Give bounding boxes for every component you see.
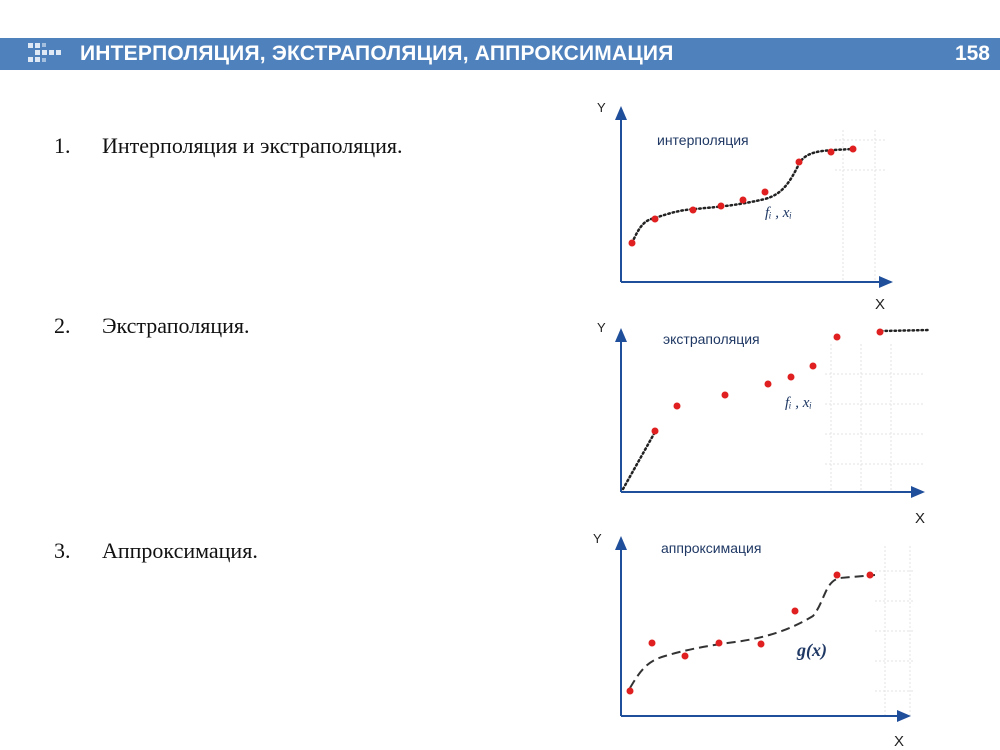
grid-lines [825,344,925,492]
points-label: fᵢ , xᵢ [785,395,812,411]
y-axis-label: Y [597,320,606,335]
data-point [721,391,729,399]
data-point [791,607,799,615]
data-point [689,206,697,214]
grid-lines [875,546,915,716]
list-item-text: Аппроксимация. [102,538,258,563]
data-point [876,328,884,336]
list-item-number: 2. [54,313,71,338]
x-axis-label: X [915,510,925,526]
graph-title: аппроксимация [661,540,761,556]
grid-lines [835,130,885,282]
data-point [833,333,841,341]
data-point [849,145,857,153]
graph-title: интерполяция [657,132,749,148]
data-point [757,640,765,648]
data-point [681,652,689,660]
curve-label: g(x) [796,640,827,661]
data-point [648,639,656,647]
interpolation-graph: Y X интерполяция fᵢ , xᵢ [597,100,893,312]
interpolation-curve [630,147,855,245]
extrapolation-line-start [621,430,657,491]
list-item-text: Экстраполяция. [102,313,250,338]
data-point [764,380,772,388]
data-point [673,402,681,410]
data-points [626,571,874,695]
data-point [787,373,795,381]
points-label: fᵢ , xᵢ [765,205,792,221]
data-point [651,215,659,223]
list-item-number: 3. [54,538,71,563]
data-point [717,202,725,210]
list-item-text: Интерполяция и экстраполяция. [102,133,403,158]
data-point [626,687,634,695]
graph-title: экстраполяция [663,331,760,347]
data-points [628,145,857,247]
data-point [739,196,747,204]
approximation-graph: Y X аппроксимация g(x) [593,531,915,748]
arrow-chevrons-icon [28,43,61,62]
data-point [866,571,874,579]
list-item: 3. Аппроксимация. [54,538,258,564]
y-axis-label: Y [593,531,602,546]
data-point [761,188,769,196]
list-item: 2. Экстраполяция. [54,313,250,339]
list-item-number: 1. [54,133,71,158]
data-point [628,239,636,247]
title-bar: ИНТЕРПОЛЯЦИЯ, ЭКСТРАПОЛЯЦИЯ, АППРОКСИМАЦ… [0,38,1000,70]
data-points [651,328,884,435]
list-item: 1. Интерполяция и экстраполяция. [54,133,403,159]
page-title: ИНТЕРПОЛЯЦИЯ, ЭКСТРАПОЛЯЦИЯ, АППРОКСИМАЦ… [80,42,674,65]
slide-number: 158 [954,42,990,65]
data-point [809,362,817,370]
data-point [833,571,841,579]
x-axis-label: X [875,296,885,312]
data-point [795,158,803,166]
extrapolation-line-end [879,328,932,333]
data-point [715,639,723,647]
approximation-curve [629,574,876,689]
x-axis-label: X [894,733,904,748]
data-point [827,148,835,156]
extrapolation-graph: Y X экстраполяция fᵢ , xᵢ [597,320,932,526]
data-point [651,427,659,435]
y-axis-label: Y [597,100,606,115]
